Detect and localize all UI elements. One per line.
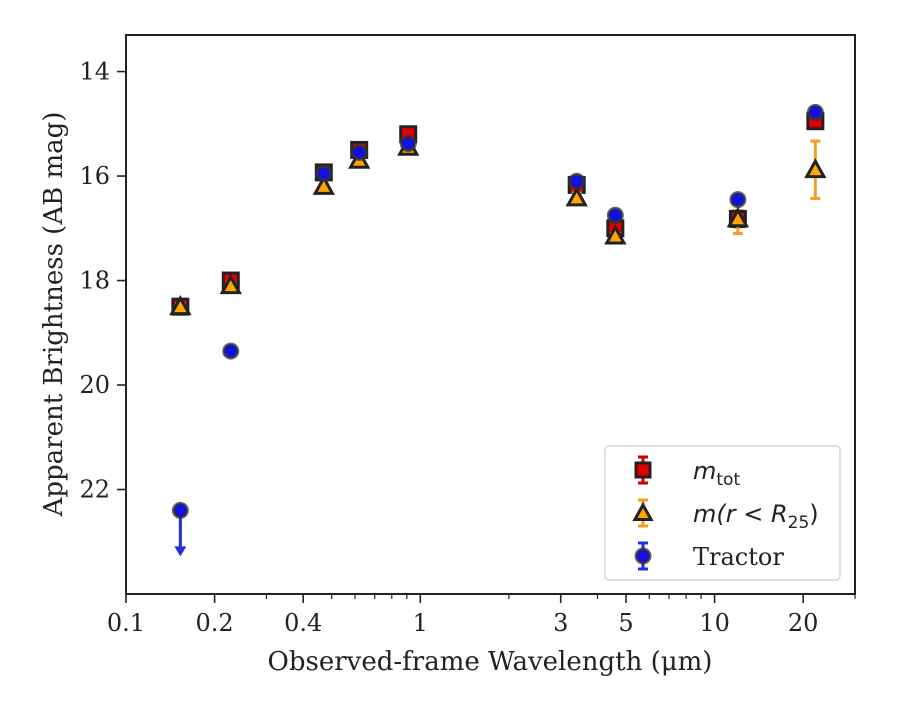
marks-layer <box>169 103 827 557</box>
legend-entry: Tractor <box>634 541 784 571</box>
data-point-circle <box>806 103 824 121</box>
x-tick-label: 5 <box>618 609 633 637</box>
legend-label: mtot <box>693 457 740 490</box>
y-tick-label: 22 <box>79 476 110 504</box>
legend-label-rest: ) <box>809 500 818 528</box>
axes-layer: 0.1 0.2 0.4 1 3 5 10 20 14 16 18 20 22 <box>79 58 856 637</box>
x-tick-label: 10 <box>699 609 730 637</box>
data-point-circle <box>222 342 240 360</box>
series-triangle-group <box>169 135 827 316</box>
data-point-circle <box>568 172 586 190</box>
data-point-circle <box>171 501 189 519</box>
data-point-circle <box>729 191 747 209</box>
legend-marker-circle <box>634 547 652 565</box>
data-point-circle <box>350 144 368 162</box>
data-point-triangle <box>169 294 192 316</box>
legend-label-main: m <box>693 457 716 485</box>
x-tick-label: 0.1 <box>107 609 145 637</box>
y-tick-label: 16 <box>79 162 110 190</box>
legend-label-subscript: tot <box>716 470 740 490</box>
legend-label-main: m(r < R <box>693 500 788 528</box>
x-axis-label: Observed-frame Wavelength (μm) <box>268 647 713 677</box>
data-point-triangle <box>604 224 627 245</box>
y-tick-label: 14 <box>79 58 110 86</box>
legend-label: m(r < R25) <box>693 500 819 533</box>
legend-box <box>604 445 841 581</box>
data-point-circle <box>399 135 417 153</box>
x-tick-label: 20 <box>788 609 819 637</box>
x-tick-label: 0.2 <box>196 609 234 637</box>
legend-label: Tractor <box>693 543 784 571</box>
x-tick-label: 3 <box>553 609 568 637</box>
legend-label-subscript: 25 <box>788 513 810 533</box>
data-point-circle <box>606 206 624 224</box>
x-tick-label: 1 <box>413 609 428 637</box>
plot-frame <box>125 34 856 595</box>
data-point-circle <box>315 164 333 182</box>
upper-limit-arrowhead <box>174 546 187 557</box>
x-tick-label: 0.4 <box>284 609 322 637</box>
data-point-triangle <box>312 174 335 195</box>
legend-label-main: Tractor <box>693 543 784 571</box>
y-tick-label: 18 <box>79 267 110 295</box>
legend-entry: mtot <box>634 455 740 490</box>
y-tick-label: 20 <box>79 371 110 399</box>
data-point-triangle <box>726 207 750 228</box>
y-axis-label: Apparent Brightness (AB mag) <box>39 112 69 518</box>
legend: mtot m(r < R25) Tractor <box>604 445 841 581</box>
legend-marker-square <box>634 461 652 479</box>
series-square-group <box>171 112 825 316</box>
series-circle-group <box>171 103 824 557</box>
legend-entry: m(r < R25) <box>632 498 819 533</box>
legend-marker-triangle <box>632 501 654 521</box>
data-point-triangle <box>219 274 242 295</box>
data-point-triangle <box>565 186 588 207</box>
data-point-triangle <box>804 158 827 179</box>
